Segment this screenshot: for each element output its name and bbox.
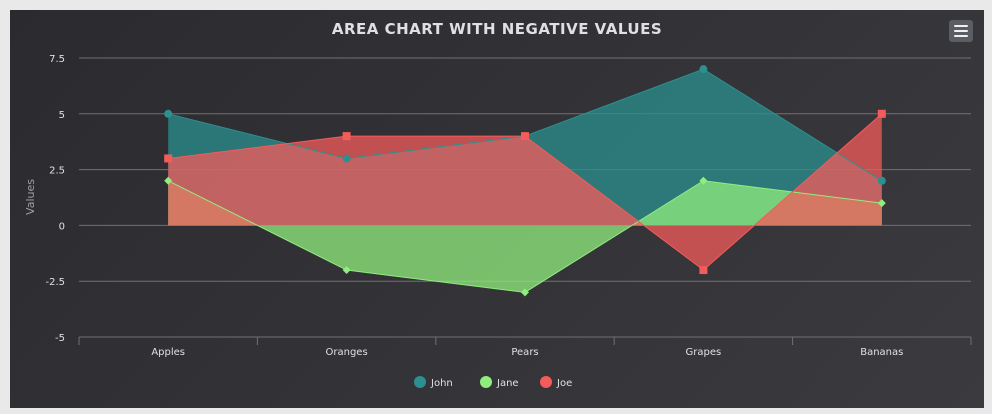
legend-item[interactable]: Jane — [480, 376, 519, 389]
legend-item[interactable]: John — [414, 376, 453, 389]
y-tick-label: 2.5 — [49, 166, 65, 177]
y-tick-label: 5 — [59, 110, 65, 121]
x-tick-label: Oranges — [326, 347, 368, 358]
data-point — [342, 266, 351, 275]
area-chart: AREA CHART WITH NEGATIVE VALUES Values 7… — [24, 20, 972, 389]
x-tick-label: Bananas — [860, 347, 903, 358]
series-markers — [164, 65, 886, 297]
y-tick-label: -2.5 — [45, 277, 65, 288]
chart-container: AREA CHART WITH NEGATIVE VALUES Values 7… — [10, 10, 984, 408]
data-point — [699, 176, 708, 185]
hamburger-menu-icon[interactable] — [949, 20, 973, 42]
legend: John Jane Joe — [414, 376, 572, 389]
data-point — [699, 65, 708, 74]
y-axis-ticks: 7.5 5 2.5 0 -2.5 -5 — [45, 54, 65, 344]
legend-label: Jane — [496, 378, 519, 389]
legend-marker — [480, 376, 492, 388]
series-areas — [168, 69, 882, 293]
data-point — [699, 266, 708, 275]
legend-marker — [540, 376, 552, 388]
legend-item[interactable]: Joe — [540, 376, 572, 389]
data-point — [164, 109, 173, 118]
data-point — [521, 288, 529, 297]
x-tick-label: Apples — [151, 347, 185, 358]
x-tick-label: Pears — [511, 347, 538, 358]
data-point — [342, 154, 351, 163]
y-tick-label: -5 — [55, 333, 65, 344]
legend-marker — [414, 376, 426, 388]
x-tick-label: Grapes — [686, 347, 722, 358]
series-area — [168, 180, 882, 293]
data-point — [164, 154, 173, 163]
data-point — [521, 132, 529, 141]
y-tick-label: 7.5 — [49, 54, 65, 65]
y-tick-label: 0 — [59, 221, 65, 232]
chart-title: AREA CHART WITH NEGATIVE VALUES — [332, 20, 662, 38]
legend-label: John — [430, 378, 453, 389]
x-axis: Apples Oranges Pears Grapes Bananas — [78, 336, 972, 358]
y-axis-label: Values — [24, 179, 37, 215]
series-area — [168, 113, 882, 271]
data-point — [342, 132, 351, 141]
data-point — [877, 199, 886, 208]
legend-label: Joe — [556, 378, 572, 389]
data-point — [164, 176, 173, 185]
data-point — [877, 176, 886, 185]
data-point — [877, 109, 886, 118]
